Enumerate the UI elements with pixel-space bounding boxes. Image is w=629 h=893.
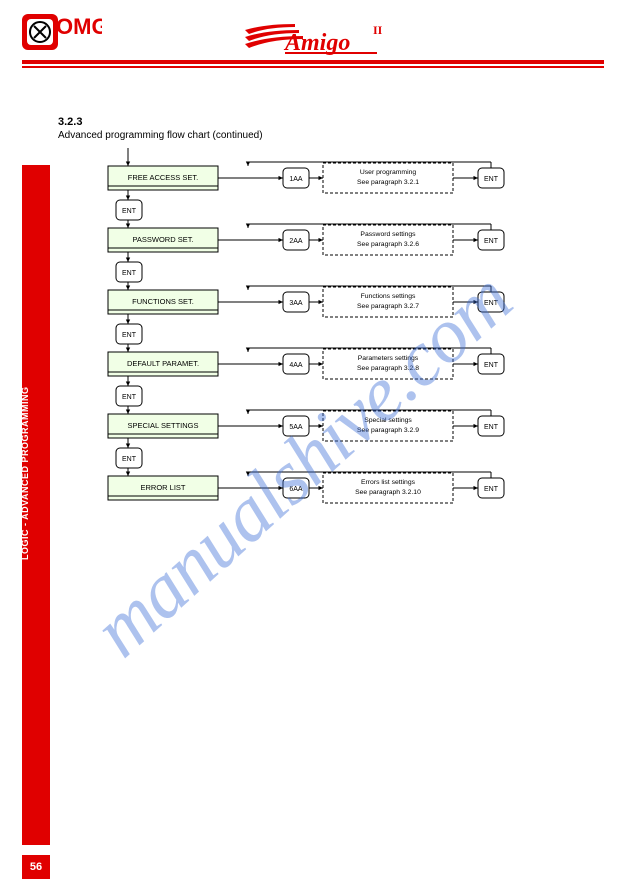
brand-name-text: OMG (56, 14, 102, 39)
flowchart: FREE ACCESS SET. 1AA User programming See p… (88, 148, 528, 568)
settings-box (323, 473, 453, 503)
ent-left-label: ENT (122, 270, 137, 277)
product-superscript: II (373, 23, 383, 37)
segment-label: 3AA (289, 300, 303, 307)
section-number: 3.2.3 (58, 116, 82, 128)
settings-box-line: Errors list settings (361, 479, 416, 486)
menu-label: PASSWORD SET. (132, 235, 193, 244)
ent-right-label: ENT (484, 362, 499, 369)
brand-logo: OMG (22, 10, 102, 59)
section-title: Advanced programming flow chart (continu… (58, 130, 263, 141)
segment-label: 6AA (289, 486, 303, 493)
settings-box-line: See paragraph 3.2.8 (357, 365, 419, 372)
settings-box-line: Special settings (364, 417, 412, 424)
product-logo: Amigo II (245, 20, 415, 65)
segment-label: 2AA (289, 238, 303, 245)
segment-label: 1AA (289, 176, 303, 183)
settings-box-line: Functions settings (361, 293, 416, 300)
settings-box (323, 163, 453, 193)
menu-label: DEFAULT PARAMET. (127, 359, 199, 368)
ent-right-label: ENT (484, 424, 499, 431)
settings-box-line: See paragraph 3.2.1 (357, 179, 419, 186)
settings-box-line: See paragraph 3.2.9 (357, 427, 419, 434)
settings-box (323, 225, 453, 255)
ent-right-label: ENT (484, 300, 499, 307)
settings-box-line: See paragraph 3.2.7 (357, 303, 419, 310)
segment-label: 4AA (289, 362, 303, 369)
settings-box-line: See paragraph 3.2.6 (357, 241, 419, 248)
menu-label: SPECIAL SETTINGS (128, 421, 199, 430)
settings-box-line: See paragraph 3.2.10 (355, 489, 421, 496)
segment-label: 5AA (289, 424, 303, 431)
settings-box-line: User programming (360, 169, 416, 176)
header: OMG Amigo II (0, 0, 629, 72)
page-number: 56 (22, 855, 50, 879)
ent-left-label: ENT (122, 332, 137, 339)
settings-box (323, 287, 453, 317)
header-rules (22, 60, 604, 68)
settings-box-line: Parameters settings (358, 355, 419, 362)
settings-box (323, 349, 453, 379)
ent-right-label: ENT (484, 238, 499, 245)
ent-left-label: ENT (122, 456, 137, 463)
menu-label: ERROR LIST (140, 483, 185, 492)
menu-label: FREE ACCESS SET. (128, 173, 198, 182)
ent-right-label: ENT (484, 486, 499, 493)
ent-right-label: ENT (484, 176, 499, 183)
ent-left-label: ENT (122, 208, 137, 215)
page-root: OMG Amigo II 3.2.3 Advanced programming … (0, 0, 629, 893)
menu-label: FUNCTIONS SET. (132, 297, 194, 306)
settings-box-line: Password settings (360, 231, 416, 238)
ent-left-label: ENT (122, 394, 137, 401)
sidebar-label: LOGIC - ADVANCED PROGRAMMING (20, 387, 30, 561)
settings-box (323, 411, 453, 441)
